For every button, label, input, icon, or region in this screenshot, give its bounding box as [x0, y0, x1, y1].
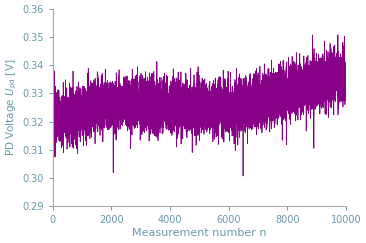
X-axis label: Measurement number n: Measurement number n [132, 228, 266, 238]
Y-axis label: PD Voltage $U_\mathregular{pd}$ [V]: PD Voltage $U_\mathregular{pd}$ [V] [5, 59, 19, 156]
